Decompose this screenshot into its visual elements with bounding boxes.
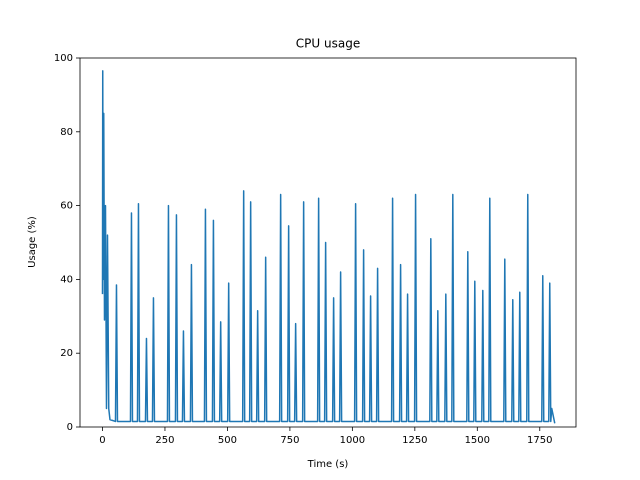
x-tick-label: 750 (280, 435, 299, 446)
y-tick-label: 0 (67, 422, 73, 433)
data-line (101, 70, 556, 424)
chart-title: CPU usage (296, 37, 360, 51)
x-tick-label: 1000 (340, 435, 365, 446)
x-tick-label: 1750 (527, 435, 552, 446)
y-axis-label: Usage (%) (27, 216, 38, 268)
y-tick-label: 40 (60, 274, 73, 285)
x-tick-label: 0 (99, 435, 105, 446)
x-tick-label: 1250 (402, 435, 427, 446)
y-tick-label: 100 (54, 53, 73, 64)
x-tick-label: 1500 (465, 435, 490, 446)
x-tick-label: 250 (155, 435, 174, 446)
y-tick-label: 20 (60, 348, 73, 359)
x-tick-label: 500 (218, 435, 237, 446)
y-tick-label: 80 (60, 127, 73, 138)
plot-frame (79, 57, 577, 428)
y-tick-label: 60 (60, 201, 73, 212)
x-axis-label: Time (s) (307, 459, 349, 470)
